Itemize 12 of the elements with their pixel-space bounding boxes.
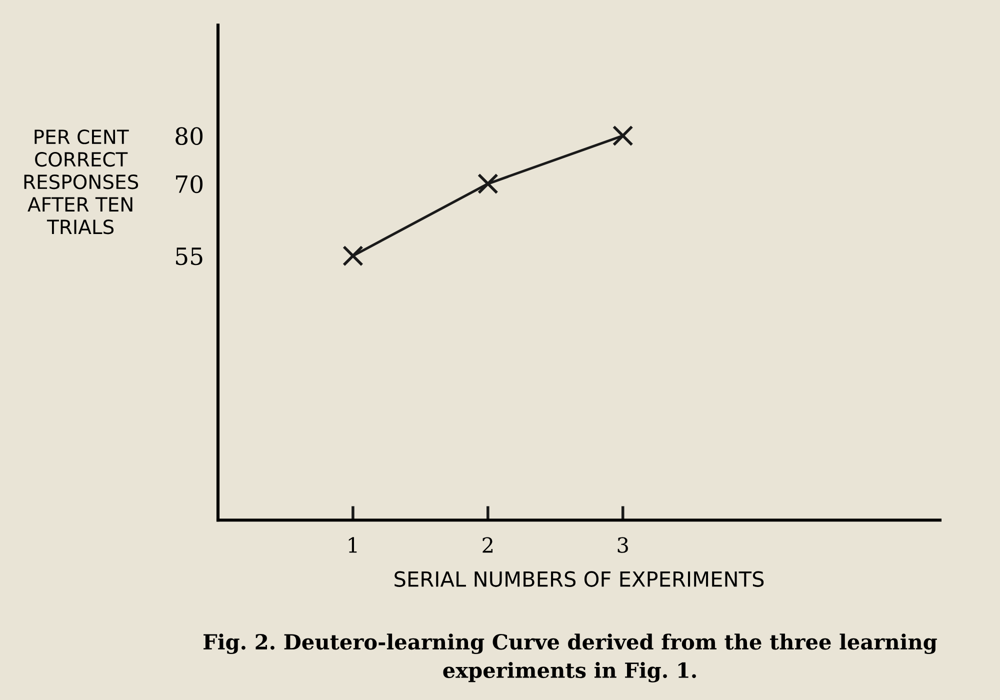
y-tick-label: 80 [176,127,203,146]
point [477,173,498,194]
x-axis-title: SERIAL NUMBERS OF EXPERIMENTS [394,571,764,587]
point [612,125,634,146]
y-tick-label: 70 [176,175,203,194]
x-tick-label: 1 [348,537,357,553]
point [342,245,364,266]
y-axis-title: PER CENT CORRECT RESPONSES AFTER TEN TRIALS [24,129,138,234]
caption: Fig. 2. Deutero-learning Curve derived from the three learning experiments in Fig. 1. [204,634,937,682]
x-tick-label: 3 [618,537,628,553]
y-tick-label: 55 [176,248,202,266]
x-tick-label: 2 [482,537,492,553]
